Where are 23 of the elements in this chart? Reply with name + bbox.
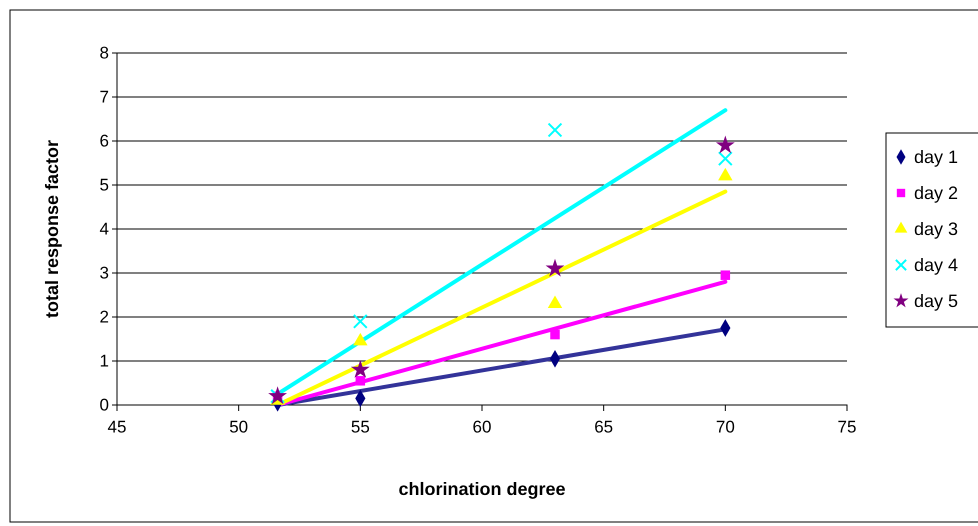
x-axis-title: chlorination degree <box>398 479 566 499</box>
x-tick-label: 45 <box>108 418 126 437</box>
legend-label: day 4 <box>914 255 958 275</box>
y-tick-label: 7 <box>100 87 109 106</box>
y-tick-label: 3 <box>100 263 109 282</box>
y-tick-label: 4 <box>100 219 109 238</box>
y-tick-label: 8 <box>100 43 109 62</box>
y-tick-label: 5 <box>100 175 109 194</box>
legend-label: day 5 <box>914 291 958 311</box>
legend-label: day 1 <box>914 147 958 167</box>
x-tick-label: 70 <box>716 418 735 437</box>
y-tick-label: 0 <box>100 395 109 414</box>
x-tick-label: 55 <box>350 418 370 437</box>
legend-label: day 3 <box>914 219 958 239</box>
y-tick-label: 2 <box>100 307 109 326</box>
y-axis-title: total response factor <box>42 140 62 318</box>
x-tick-label: 60 <box>472 418 492 437</box>
x-tick-label: 50 <box>229 418 248 437</box>
y-tick-label: 6 <box>100 131 109 150</box>
y-tick-label: 1 <box>100 351 109 370</box>
legend-label: day 2 <box>914 183 958 203</box>
x-tick-label: 65 <box>594 418 614 437</box>
x-tick-label: 75 <box>838 418 856 437</box>
